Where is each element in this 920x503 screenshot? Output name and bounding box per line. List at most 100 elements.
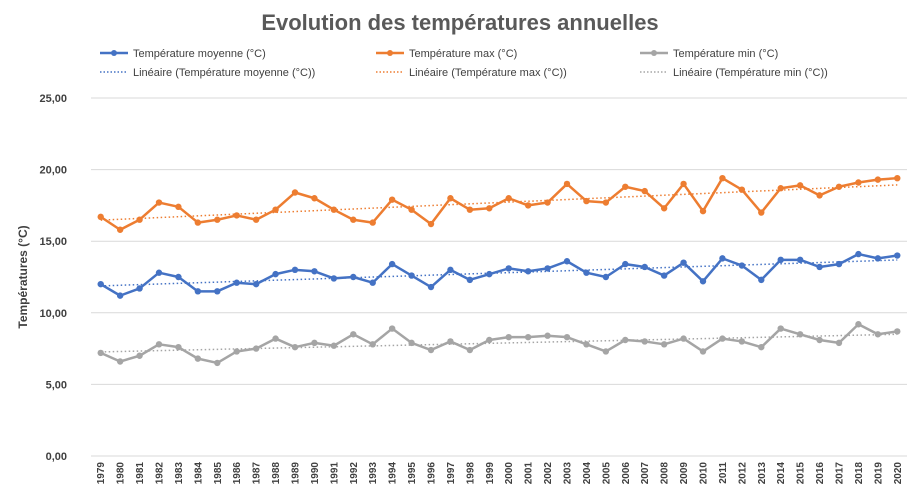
y-tick-label: 5,00 [46, 379, 67, 391]
data-point-min [622, 336, 629, 344]
data-point-max [719, 174, 726, 182]
data-point-min [524, 333, 532, 341]
data-point-mean [233, 279, 240, 286]
data-point-max [272, 206, 279, 213]
x-tick-label: 2011 [718, 462, 729, 484]
data-point-mean [524, 268, 532, 275]
series-line-mean [100, 252, 898, 297]
x-tick-label: 1984 [193, 462, 204, 485]
x-tick-label: 1991 [329, 462, 340, 485]
data-point-max [233, 212, 240, 219]
x-tick-label: 2014 [776, 462, 787, 485]
data-point-mean [466, 276, 474, 284]
data-point-min [155, 341, 163, 348]
data-point-mean [622, 260, 629, 268]
y-tick-label: 25,00 [39, 93, 67, 105]
x-tick-label: 2006 [621, 462, 632, 485]
data-point-min [291, 343, 299, 351]
x-tick-label: 2016 [815, 462, 826, 485]
gridlines [91, 97, 907, 457]
x-tick-label: 2015 [796, 462, 807, 485]
data-point-min [194, 355, 202, 362]
data-point-min [660, 341, 668, 348]
data-point-mean [641, 263, 648, 271]
x-tick-label: 1999 [485, 462, 496, 485]
series-line-min [100, 323, 898, 365]
x-tick-label: 2005 [601, 462, 612, 485]
x-tick-label: 2000 [504, 462, 515, 485]
x-tick-label: 1988 [271, 462, 282, 485]
data-point-max [252, 216, 260, 223]
legend-entry-trend-mean: Linéaire (Température moyenne (°C)) [100, 67, 315, 79]
data-point-min [136, 352, 143, 359]
data-point-max [524, 202, 532, 209]
data-point-min [97, 349, 104, 357]
data-point-mean [427, 283, 435, 291]
x-tick-label: 1981 [135, 462, 146, 485]
data-point-max [175, 203, 182, 211]
data-point-max [427, 220, 435, 228]
x-tick-label: 2001 [524, 462, 535, 485]
data-point-min [272, 335, 279, 342]
x-tick-label: 1987 [252, 462, 263, 485]
data-point-max [544, 199, 551, 206]
data-point-max [758, 209, 765, 216]
data-point-min [486, 336, 493, 344]
data-point-min [544, 332, 551, 339]
data-point-min [311, 339, 318, 347]
data-point-max [214, 216, 221, 223]
x-tick-label: 2012 [737, 462, 748, 485]
x-tick-label: 1983 [174, 462, 185, 485]
x-tick-label: 1997 [446, 462, 457, 485]
x-tick-label: 2008 [660, 462, 671, 485]
legend-entry-trend-min: Linéaire (Température min (°C)) [640, 67, 828, 79]
data-point-max [777, 185, 784, 192]
data-point-min [330, 342, 338, 349]
data-point-max [796, 182, 804, 189]
data-point-max [408, 206, 415, 213]
x-tick-label: 2020 [893, 462, 904, 485]
data-point-max [447, 195, 454, 202]
data-point-max [194, 219, 202, 226]
x-tick-label: 1979 [96, 462, 107, 485]
data-point-min [738, 338, 746, 345]
trendline-min [100, 333, 898, 353]
data-point-min [233, 348, 240, 355]
x-tick-label: 1980 [116, 462, 127, 485]
legend-entry-trend-max: Linéaire (Température max (°C)) [376, 67, 567, 79]
data-point-min [796, 331, 804, 338]
data-point-mean [252, 280, 260, 288]
x-tick-label: 1986 [232, 462, 243, 485]
trendlines [100, 184, 898, 353]
x-tick-label: 2004 [582, 462, 593, 485]
x-tick-label: 2002 [543, 462, 554, 485]
legend-entry-min: Température min (°C) [640, 48, 778, 60]
data-point-mean [447, 266, 454, 274]
x-tick-label: 1985 [213, 462, 224, 485]
data-point-mean [155, 269, 163, 276]
data-point-mean [777, 256, 784, 264]
data-point-min [369, 341, 376, 348]
data-point-max [874, 176, 882, 183]
data-point-max [311, 195, 318, 202]
data-point-mean [563, 258, 571, 265]
data-point-min [563, 333, 571, 341]
legend-entry-max: Température max (°C) [376, 48, 517, 60]
data-point-max [116, 226, 124, 233]
data-point-min [855, 321, 862, 328]
x-tick-label: 2003 [563, 462, 574, 485]
data-point-min [116, 358, 124, 365]
data-point-max [660, 205, 668, 212]
data-point-mean [719, 255, 726, 262]
x-tick-label: 1982 [155, 462, 166, 485]
data-point-mean [835, 260, 843, 268]
data-point-mean [544, 265, 551, 272]
data-point-max [369, 219, 376, 226]
x-tick-label: 1996 [427, 462, 438, 485]
data-point-mean [602, 273, 610, 281]
data-point-mean [116, 292, 124, 299]
data-point-min [447, 338, 454, 345]
data-point-min [583, 341, 590, 348]
data-point-min [874, 331, 882, 338]
